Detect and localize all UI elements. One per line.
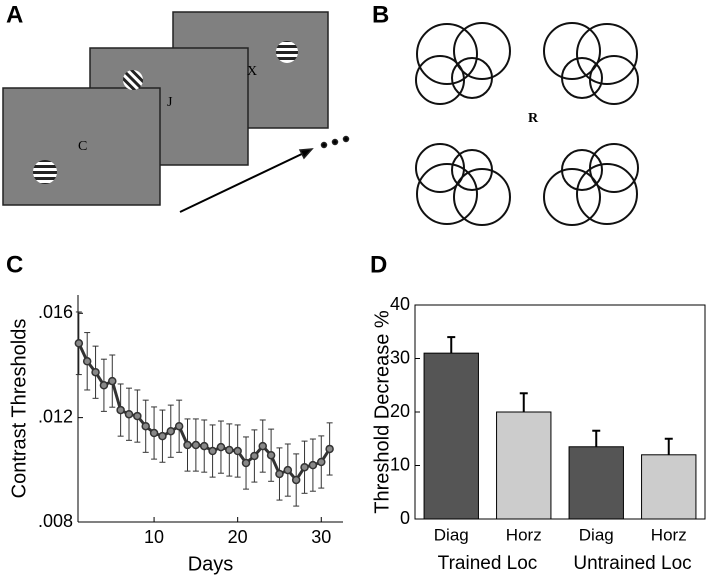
x-tick-label: 30 (311, 527, 331, 547)
ring (453, 168, 511, 226)
point (233, 446, 242, 456)
point (241, 458, 251, 468)
ring (589, 55, 639, 105)
point (108, 376, 117, 386)
ring (415, 55, 465, 105)
y-axis-label: Threshold Decrease % (371, 310, 393, 514)
x-tick-label: 10 (144, 527, 164, 547)
point (99, 381, 109, 390)
error-bar (519, 392, 528, 412)
ring (576, 23, 638, 85)
ring (415, 143, 465, 193)
x-axis-label: Days (188, 553, 234, 575)
point (300, 462, 309, 472)
arrow (179, 151, 307, 213)
bar (496, 411, 552, 520)
y-tick-label: 0 (400, 508, 410, 528)
dot (331, 138, 339, 146)
grating (33, 160, 57, 184)
y-tick-label: 30 (390, 347, 410, 367)
ring (453, 22, 511, 80)
ring (416, 23, 478, 85)
point (308, 460, 318, 470)
point (208, 446, 217, 456)
error-bar (447, 336, 456, 354)
ring (589, 143, 639, 193)
x-tick-label: Diag (434, 525, 469, 544)
point (158, 431, 167, 441)
dot (320, 141, 328, 149)
point (275, 469, 284, 479)
panel-label: A (6, 1, 23, 28)
panel-label: D (370, 251, 387, 278)
point (291, 475, 301, 485)
point (133, 411, 142, 421)
arrow-head (298, 148, 314, 160)
error-bar (592, 429, 601, 447)
point (82, 357, 92, 366)
ring (416, 163, 478, 225)
point (250, 451, 259, 461)
panel-label: B (372, 1, 389, 28)
point (199, 441, 209, 451)
ring (543, 22, 601, 80)
x-tick-label: 20 (228, 527, 248, 547)
point (325, 444, 334, 454)
bar (568, 446, 624, 520)
point (166, 426, 176, 436)
grating (276, 41, 298, 63)
ring (451, 149, 493, 191)
frame (2, 87, 161, 206)
letter: J (167, 95, 173, 110)
point (124, 409, 134, 419)
bar (423, 352, 479, 520)
point (91, 367, 100, 377)
ring (543, 168, 601, 226)
y-tick-label: 20 (390, 401, 410, 421)
point (216, 442, 226, 452)
y-tick-label: 10 (390, 454, 410, 474)
dot (342, 135, 350, 143)
point (191, 440, 201, 450)
point (266, 450, 276, 460)
point (183, 440, 192, 450)
ring (576, 163, 638, 225)
ring (561, 149, 603, 191)
diagram-b (415, 22, 639, 226)
group-label: Trained Loc (438, 553, 538, 574)
letter: C (78, 139, 87, 154)
point (258, 441, 267, 451)
x-tick-label: Diag (579, 525, 614, 544)
point (149, 428, 159, 438)
error-bar (664, 437, 673, 455)
y-tick-label: 40 (390, 294, 410, 314)
letter: X (247, 64, 257, 79)
letter: R (528, 111, 539, 126)
point (116, 405, 125, 415)
group-label: Untrained Loc (573, 553, 691, 574)
point (317, 457, 326, 467)
ring (561, 57, 603, 99)
y-tick-label: .012 (38, 406, 73, 426)
y-axis-label: Contrast Thresholds (8, 319, 30, 499)
x-tick-label: Horz (651, 525, 687, 544)
y-tick-label: .008 (38, 511, 73, 531)
ring (451, 57, 493, 99)
point (74, 339, 84, 348)
point (141, 421, 150, 431)
point (225, 445, 234, 455)
point (283, 465, 293, 475)
x-tick-label: Horz (506, 525, 542, 544)
grating (123, 70, 143, 90)
panel-label: C (6, 251, 23, 278)
y-tick-label: .016 (38, 302, 73, 322)
point (174, 421, 184, 431)
bar (641, 454, 697, 520)
diagram-a (2, 11, 350, 213)
